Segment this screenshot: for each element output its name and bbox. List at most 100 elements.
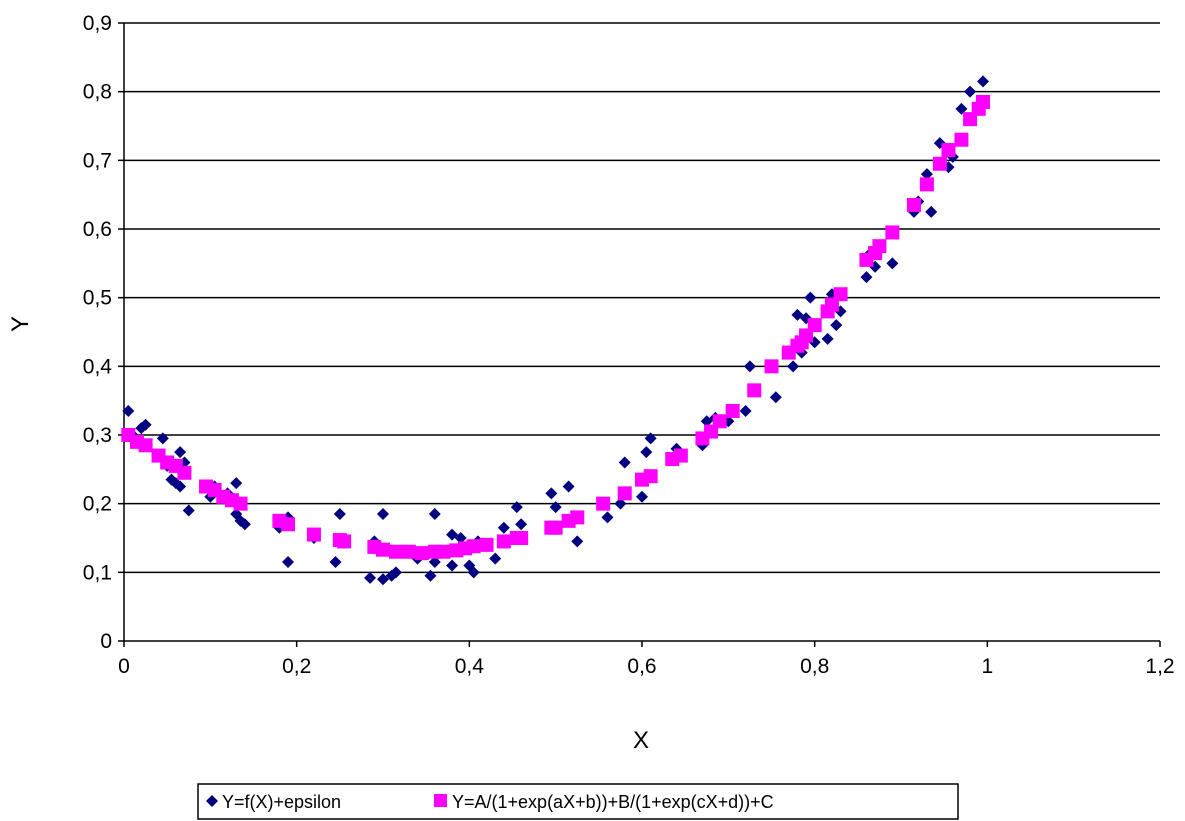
data-point-fitted — [807, 318, 822, 333]
data-point-observed — [964, 85, 977, 98]
data-point-fitted — [570, 510, 585, 525]
axes — [118, 22, 1161, 647]
data-point-fitted — [401, 544, 416, 559]
data-point-observed — [428, 507, 441, 520]
data-point-observed — [497, 521, 510, 534]
data-point-observed — [549, 501, 562, 514]
data-point-observed — [601, 511, 614, 524]
data-point-observed — [454, 532, 467, 544]
data-point-fitted — [177, 465, 192, 480]
data-point-observed — [282, 556, 295, 569]
data-point-observed — [238, 518, 251, 531]
data-point-fitted — [906, 197, 921, 212]
data-point-fitted — [725, 403, 740, 418]
x-tick-label: 0,6 — [627, 655, 656, 678]
gridlines — [124, 22, 1160, 574]
x-tick-labels: 0 0,2 0,4 0,6 0,8 1 1,2 — [118, 655, 1174, 678]
data-point-observed — [977, 75, 990, 88]
data-point-fitted — [548, 520, 563, 535]
data-point-fitted — [919, 177, 934, 192]
legend-label-observed: Y=f(X)+epsilon — [222, 792, 341, 812]
data-point-observed — [428, 556, 441, 569]
data-point-observed — [640, 446, 653, 459]
data-point-observed — [377, 573, 389, 586]
x-axis-title: X — [633, 727, 649, 754]
data-point-fitted — [306, 527, 321, 542]
data-point-observed — [446, 559, 459, 572]
data-point-observed — [562, 480, 575, 493]
y-tick-label: 0,2 — [83, 493, 112, 516]
data-point-fitted — [138, 438, 153, 453]
data-point-observed — [886, 257, 899, 270]
y-tick-label: 0,7 — [83, 149, 112, 172]
data-point-fitted — [479, 537, 494, 552]
data-point-observed — [377, 507, 389, 520]
data-point-observed — [174, 446, 187, 459]
data-point-observed — [743, 360, 756, 373]
data-point-observed — [333, 507, 346, 520]
y-tick-label: 0,3 — [83, 424, 112, 447]
data-point-fitted — [932, 156, 947, 171]
data-point-fitted — [496, 534, 511, 549]
data-point-observed — [329, 556, 342, 569]
data-point-fitted — [764, 359, 779, 374]
data-point-observed — [174, 480, 187, 493]
series-observed — [122, 75, 990, 586]
data-point-observed — [467, 566, 480, 579]
data-point-observed — [925, 205, 938, 218]
data-point-observed — [618, 456, 631, 469]
data-point-observed — [139, 418, 152, 431]
data-point-observed — [644, 432, 657, 445]
y-tick-label: 0,9 — [83, 12, 112, 35]
data-point-fitted — [436, 544, 451, 559]
data-point-observed — [489, 552, 502, 565]
data-point-fitted — [833, 287, 848, 302]
data-point-observed — [769, 391, 782, 404]
data-point-observed — [122, 404, 135, 417]
y-axis-title: Y — [7, 316, 34, 332]
data-point-fitted — [872, 239, 887, 254]
data-point-fitted — [337, 534, 352, 549]
data-point-fitted — [466, 539, 481, 554]
y-tick-label: 0 — [100, 630, 112, 653]
data-point-observed — [700, 415, 713, 428]
x-tick-label: 0,4 — [455, 655, 485, 678]
legend: Y=f(X)+epsilon Y=A/(1+exp(aX+b))+B/(1+ex… — [197, 783, 959, 820]
data-point-observed — [830, 319, 843, 332]
series-fitted — [121, 94, 991, 561]
data-point-fitted — [414, 546, 429, 561]
data-point-observed — [614, 497, 627, 510]
legend-marker-fitted — [434, 794, 447, 807]
data-point-observed — [791, 308, 804, 321]
data-point-fitted — [885, 225, 900, 240]
data-point-fitted — [941, 143, 956, 158]
y-tick-labels: 0 0,1 0,2 0,3 0,4 0,5 0,6 0,7 0,8 0,9 — [83, 12, 113, 653]
data-point-observed — [182, 504, 195, 517]
data-point-fitted — [976, 94, 991, 109]
data-point-observed — [920, 168, 933, 181]
legend-marker-observed — [206, 795, 218, 807]
data-point-fitted — [712, 414, 727, 429]
y-tick-label: 0,4 — [83, 355, 113, 378]
data-point-observed — [821, 332, 834, 345]
y-tick-label: 0,1 — [83, 561, 112, 584]
data-point-fitted — [596, 496, 611, 511]
data-point-observed — [424, 569, 437, 582]
data-point-fitted — [514, 531, 529, 545]
data-point-fitted — [954, 132, 969, 147]
data-point-observed — [510, 501, 523, 514]
data-point-observed — [804, 291, 817, 304]
legend-box — [197, 783, 959, 820]
data-point-fitted — [233, 496, 248, 511]
data-point-observed — [515, 518, 528, 531]
data-point-fitted — [643, 469, 658, 484]
x-tick-label: 1,2 — [1145, 655, 1174, 678]
y-tick-label: 0,6 — [83, 218, 112, 241]
data-point-observed — [571, 535, 584, 548]
data-point-fitted — [617, 486, 632, 501]
data-point-fitted — [388, 544, 403, 559]
data-point-observed — [364, 571, 377, 584]
x-tick-label: 0 — [118, 655, 130, 678]
data-point-observed — [230, 477, 243, 490]
